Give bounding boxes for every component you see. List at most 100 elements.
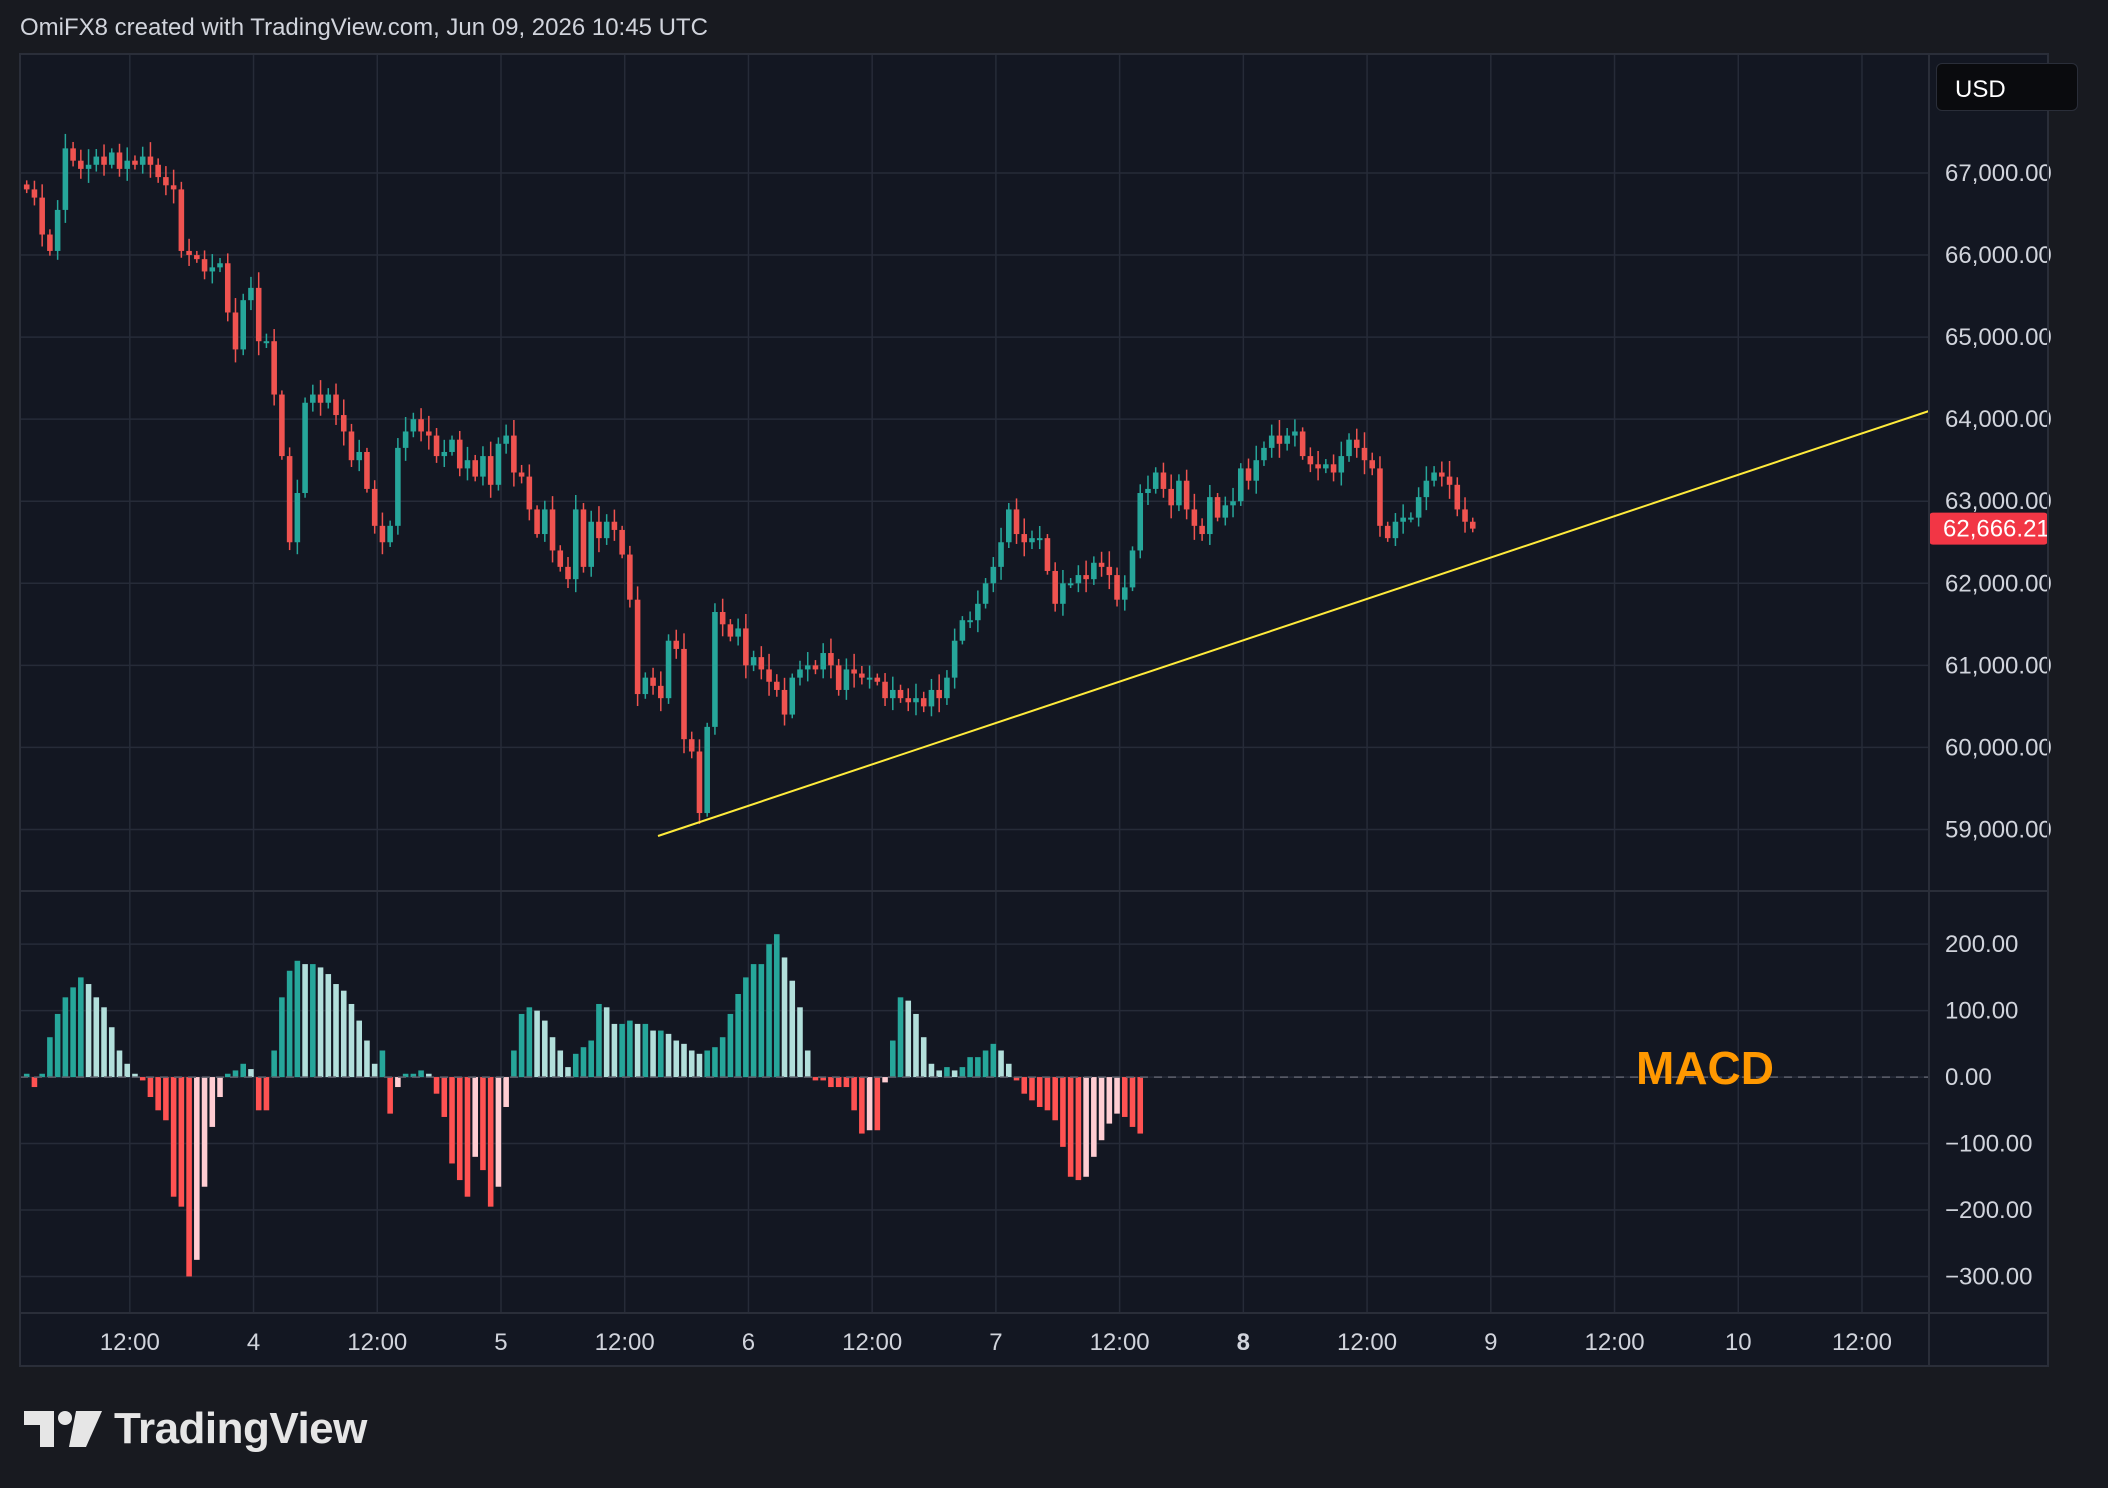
candle bbox=[704, 722, 710, 817]
price-tick-label: 66,000.00 bbox=[1945, 242, 2052, 269]
histogram-bar bbox=[1021, 1077, 1028, 1094]
candle bbox=[364, 447, 370, 493]
candle bbox=[696, 739, 703, 824]
currency-selector[interactable]: USD bbox=[1936, 63, 2078, 111]
candle-body bbox=[1330, 464, 1337, 473]
candle-body bbox=[1284, 435, 1290, 444]
candle bbox=[271, 329, 277, 406]
candle bbox=[882, 673, 888, 706]
candle bbox=[1292, 419, 1298, 447]
histogram-bar bbox=[642, 1023, 649, 1078]
candle-body bbox=[263, 341, 270, 344]
candle bbox=[534, 505, 540, 538]
macd-tick-label: 0.00 bbox=[1945, 1064, 1992, 1091]
candle bbox=[619, 525, 625, 559]
candle bbox=[557, 545, 564, 572]
candle-body bbox=[758, 657, 765, 670]
candle bbox=[302, 397, 308, 498]
candle bbox=[1230, 487, 1236, 518]
candle-body bbox=[224, 263, 231, 313]
candle bbox=[518, 464, 525, 484]
candle-body bbox=[456, 439, 463, 469]
candle-body bbox=[719, 612, 726, 625]
candle bbox=[1446, 461, 1453, 499]
trendline[interactable] bbox=[657, 410, 1930, 837]
histogram-bar bbox=[843, 1077, 850, 1088]
candle bbox=[1299, 427, 1306, 460]
candle bbox=[23, 180, 30, 194]
candle-body bbox=[951, 640, 958, 678]
histogram-bar bbox=[572, 1053, 579, 1078]
candle-body bbox=[209, 267, 216, 272]
histogram-bar bbox=[774, 934, 780, 1078]
candle bbox=[688, 731, 695, 759]
candle bbox=[31, 180, 38, 206]
candle bbox=[897, 684, 904, 703]
histogram-bar bbox=[1114, 1077, 1120, 1114]
candle-body bbox=[804, 665, 811, 670]
tradingview-logo[interactable]: TradingView bbox=[24, 1404, 367, 1454]
histogram-bar bbox=[1129, 1077, 1136, 1127]
histogram-bar bbox=[603, 1007, 610, 1078]
candle bbox=[433, 428, 440, 463]
candle-body bbox=[1292, 431, 1298, 436]
candle-body bbox=[534, 509, 540, 535]
candle-body bbox=[658, 685, 664, 699]
candle bbox=[890, 676, 896, 711]
candle-body bbox=[766, 669, 772, 682]
time-tick-label: 12:00 bbox=[595, 1329, 655, 1356]
candle-body bbox=[23, 184, 30, 190]
candle bbox=[1423, 466, 1430, 511]
histogram-bar bbox=[433, 1077, 440, 1094]
price-tick-label: 61,000.00 bbox=[1945, 652, 2052, 679]
histogram-bar bbox=[340, 990, 347, 1078]
candle bbox=[1060, 569, 1066, 616]
candle bbox=[449, 435, 455, 456]
candle bbox=[982, 578, 989, 609]
macd-tick-label: 200.00 bbox=[1945, 931, 2018, 958]
time-tick-label: 4 bbox=[247, 1329, 260, 1356]
histogram-bar bbox=[565, 1067, 571, 1078]
candle-body bbox=[217, 263, 223, 268]
histogram-bar bbox=[688, 1050, 695, 1078]
histogram-bar bbox=[1083, 1077, 1089, 1177]
candle bbox=[596, 506, 602, 553]
candle bbox=[959, 616, 966, 645]
candle bbox=[804, 652, 811, 682]
histogram-bar bbox=[719, 1037, 726, 1078]
candle bbox=[944, 670, 950, 705]
candle-body bbox=[1044, 538, 1051, 571]
candle-body bbox=[1307, 456, 1314, 465]
candle bbox=[1338, 441, 1345, 486]
candle bbox=[240, 293, 247, 356]
time-x-axis: 12:00 4 12:00 5 12:00 6 12:00 7 12:00 8 12:00 9 12:0… bbox=[100, 1329, 1892, 1356]
histogram-bar bbox=[410, 1073, 417, 1078]
histogram-bar bbox=[108, 1027, 115, 1078]
candle bbox=[735, 618, 741, 646]
candle bbox=[851, 653, 857, 688]
last-price-tag bbox=[1929, 512, 2048, 545]
histogram-bar bbox=[255, 1077, 262, 1111]
candle bbox=[1392, 513, 1399, 546]
candle-body bbox=[31, 189, 38, 198]
candle bbox=[859, 665, 865, 685]
histogram-bar bbox=[913, 1013, 919, 1078]
candle bbox=[866, 665, 873, 689]
histogram-bar bbox=[789, 980, 796, 1078]
candle-body bbox=[170, 185, 177, 190]
candle-body bbox=[1121, 587, 1128, 600]
candle bbox=[998, 527, 1004, 580]
histogram-bar bbox=[31, 1077, 38, 1088]
candle-body bbox=[395, 447, 401, 526]
candle-body bbox=[356, 451, 363, 461]
candle-body bbox=[859, 673, 865, 678]
time-tick-label: 12:00 bbox=[842, 1329, 902, 1356]
candle-body bbox=[851, 669, 857, 674]
candle-body bbox=[1183, 480, 1190, 510]
histogram-bar bbox=[224, 1073, 231, 1078]
candle bbox=[511, 419, 517, 487]
candle bbox=[54, 200, 61, 260]
grid-lines bbox=[20, 54, 1929, 1313]
histogram-bar bbox=[681, 1043, 687, 1078]
